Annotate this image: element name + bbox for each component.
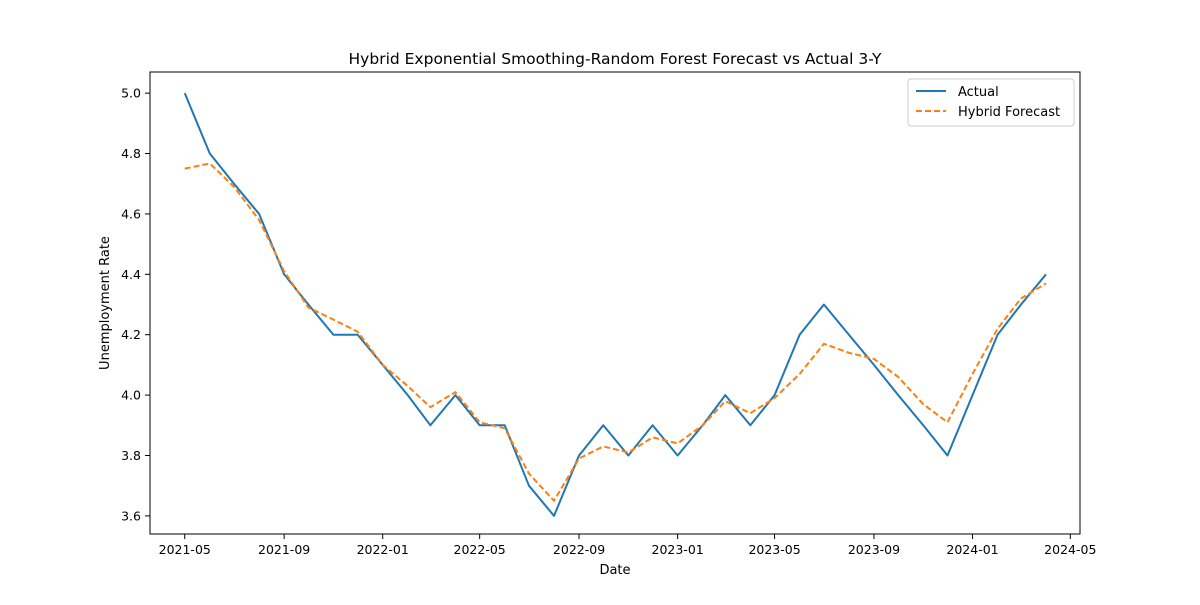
y-tick-label: 4.0 bbox=[121, 388, 141, 403]
series-layer bbox=[183, 92, 1047, 517]
x-axis: 2021-05 2021-09 2022-01 2022-05 2022-09 2023-… bbox=[159, 534, 1096, 557]
chart-title: Hybrid Exponential Smoothing-Random Fore… bbox=[349, 50, 882, 68]
y-tick-label: 3.8 bbox=[121, 448, 141, 463]
y-axis: 3.6 3.8 4.0 4.2 4.4 4.6 4.8 5.0 bbox=[121, 86, 150, 523]
x-tick-label: 2023-01 bbox=[652, 542, 704, 557]
legend: Actual Hybrid Forecast bbox=[907, 78, 1075, 127]
series-line-hybrid-forecast bbox=[184, 162, 1047, 502]
x-tick-label: 2022-09 bbox=[553, 542, 605, 557]
x-tick-label: 2023-05 bbox=[748, 542, 800, 557]
x-tick-label: 2022-05 bbox=[454, 542, 506, 557]
legend-label-hybrid-forecast: Hybrid Forecast bbox=[958, 105, 1060, 120]
legend-label-actual: Actual bbox=[958, 85, 999, 100]
y-axis-label: Unemployment Rate bbox=[98, 236, 113, 370]
x-tick-label: 2021-09 bbox=[258, 542, 310, 557]
y-tick-label: 3.6 bbox=[121, 508, 141, 523]
y-tick-label: 4.4 bbox=[121, 267, 141, 282]
y-tick-label: 4.8 bbox=[121, 146, 141, 161]
x-tick-label: 2022-01 bbox=[357, 542, 409, 557]
y-tick-label: 4.2 bbox=[121, 327, 141, 342]
x-tick-label: 2023-09 bbox=[848, 542, 900, 557]
y-tick-label: 5.0 bbox=[121, 86, 141, 101]
legend-box bbox=[907, 78, 1075, 127]
plot-area bbox=[149, 71, 1081, 535]
x-tick-label: 2024-01 bbox=[946, 542, 998, 557]
x-axis-label: Date bbox=[599, 563, 630, 578]
x-tick-label: 2021-05 bbox=[159, 542, 211, 557]
y-tick-label: 4.6 bbox=[121, 206, 141, 221]
plot-frame bbox=[149, 71, 1081, 535]
x-tick-label: 2024-05 bbox=[1044, 542, 1096, 557]
series-line-actual bbox=[183, 92, 1047, 517]
